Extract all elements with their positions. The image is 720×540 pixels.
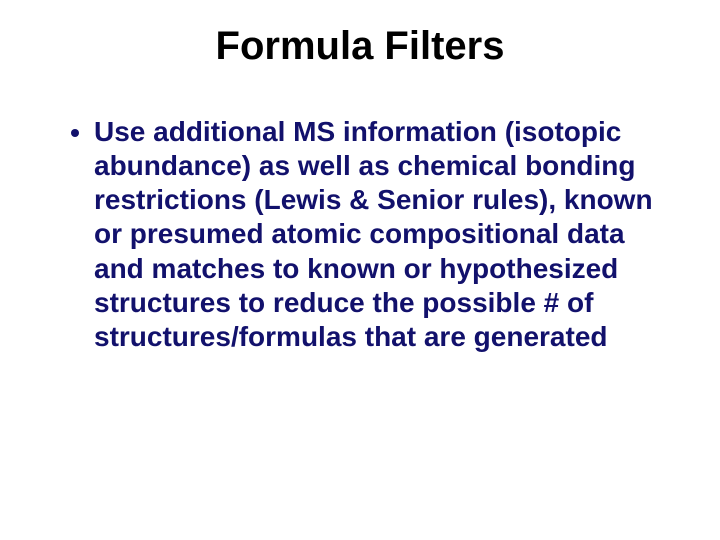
slide-title: Formula Filters bbox=[40, 24, 680, 69]
bullet-item: Use additional MS information (isotopic … bbox=[94, 115, 680, 354]
slide: Formula Filters Use additional MS inform… bbox=[0, 0, 720, 540]
slide-body-list: Use additional MS information (isotopic … bbox=[40, 115, 680, 354]
